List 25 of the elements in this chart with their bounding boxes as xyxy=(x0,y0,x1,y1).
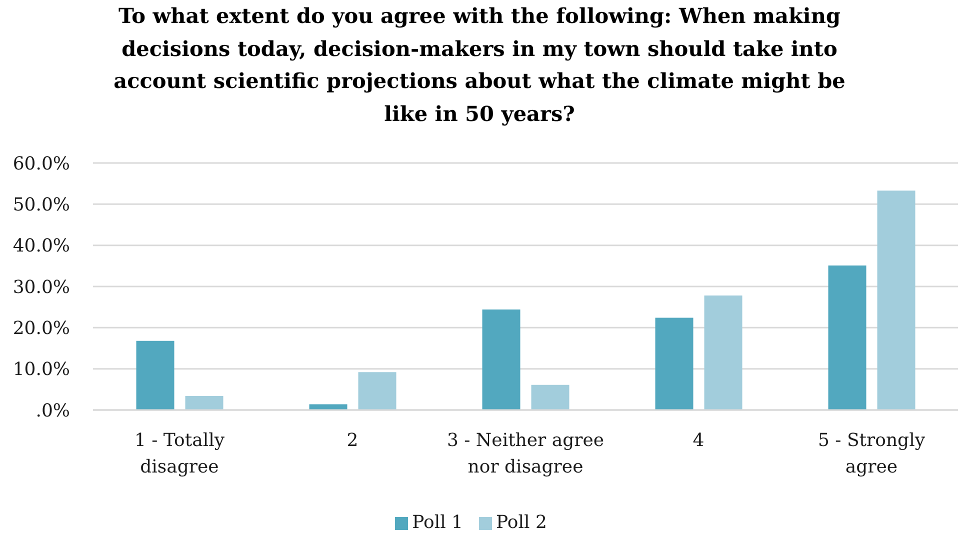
y-tick-label: 50.0% xyxy=(12,194,70,216)
y-tick-label: 40.0% xyxy=(12,236,70,257)
y-tick-label: 30.0% xyxy=(12,276,70,298)
bar xyxy=(704,296,742,410)
bar xyxy=(531,384,570,410)
y-tick-label: 20.0% xyxy=(12,318,70,340)
bar xyxy=(655,318,694,410)
bar xyxy=(877,190,916,410)
y-tick-label: 10.0% xyxy=(12,359,70,380)
x-tick-label: 3 - Neither agree nor disagree xyxy=(446,430,604,478)
y-tick-label: .0% xyxy=(36,400,70,422)
x-tick-label: 5 - Strongly agree xyxy=(818,430,926,478)
bar xyxy=(136,340,174,410)
x-tick-label: 1 - Totally disagree xyxy=(134,430,226,478)
bar xyxy=(185,396,224,410)
bar xyxy=(482,310,520,410)
bar xyxy=(358,372,396,410)
y-tick-label: 60.0% xyxy=(12,153,70,174)
x-tick-label: 4 xyxy=(692,430,704,452)
bar xyxy=(309,404,348,410)
legend-label: Poll 1 xyxy=(412,512,463,533)
x-tick-label: 2 xyxy=(346,430,358,452)
chart-title: To what extent do you agree with the following: When making decisions today, decision-makers in my town should take into account scientific projections about what the climate might be like in 50 years? xyxy=(112,2,846,128)
bar xyxy=(828,266,866,410)
legend-label: Poll 2 xyxy=(496,512,547,533)
